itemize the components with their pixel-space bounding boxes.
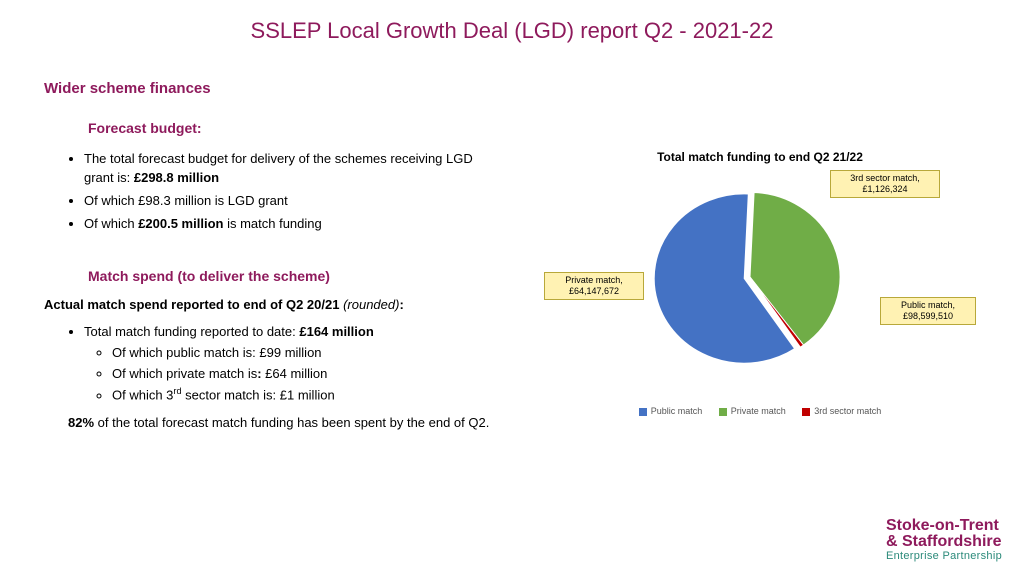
matchspend-tail: 82% of the total forecast match funding … <box>44 414 494 433</box>
page-title: SSLEP Local Growth Deal (LGD) report Q2 … <box>0 18 1024 44</box>
callout-third: 3rd sector match, £1,126,324 <box>830 170 940 198</box>
pie-svg <box>650 182 870 382</box>
chart-title: Total match funding to end Q2 21/22 <box>540 150 980 164</box>
pie-chart: Total match funding to end Q2 21/22 3rd … <box>540 150 980 416</box>
matchspend-block: Actual match spend reported to end of Q2… <box>44 296 494 432</box>
matchspend-bullet-1: Total match funding reported to date: £1… <box>84 323 494 406</box>
matchspend-sub-2: Of which private match is: £64 million <box>112 365 494 384</box>
matchspend-sub-1: Of which public match is: £99 million <box>112 344 494 363</box>
forecast-heading: Forecast budget: <box>88 120 202 136</box>
forecast-block: The total forecast budget for delivery o… <box>60 150 490 237</box>
legend-swatch-public <box>639 408 647 416</box>
forecast-bullet-1: The total forecast budget for delivery o… <box>84 150 490 188</box>
brand-logo: Stoke-on-Trent & Staffordshire Enterpris… <box>886 518 1002 562</box>
forecast-bullet-3: Of which £200.5 million is match funding <box>84 215 490 234</box>
forecast-bullet-2: Of which £98.3 million is LGD grant <box>84 192 490 211</box>
legend-swatch-private <box>719 408 727 416</box>
section-heading: Wider scheme finances <box>44 80 211 97</box>
callout-public: Public match, £98,599,510 <box>880 297 976 325</box>
matchspend-heading: Match spend (to deliver the scheme) <box>88 268 330 284</box>
legend-swatch-third <box>802 408 810 416</box>
chart-legend: Public match Private match 3rd sector ma… <box>540 406 980 416</box>
matchspend-sub-3: Of which 3rd sector match is: £1 million <box>112 385 494 405</box>
callout-private: Private match, £64,147,672 <box>544 272 644 300</box>
matchspend-lead: Actual match spend reported to end of Q2… <box>44 296 494 315</box>
